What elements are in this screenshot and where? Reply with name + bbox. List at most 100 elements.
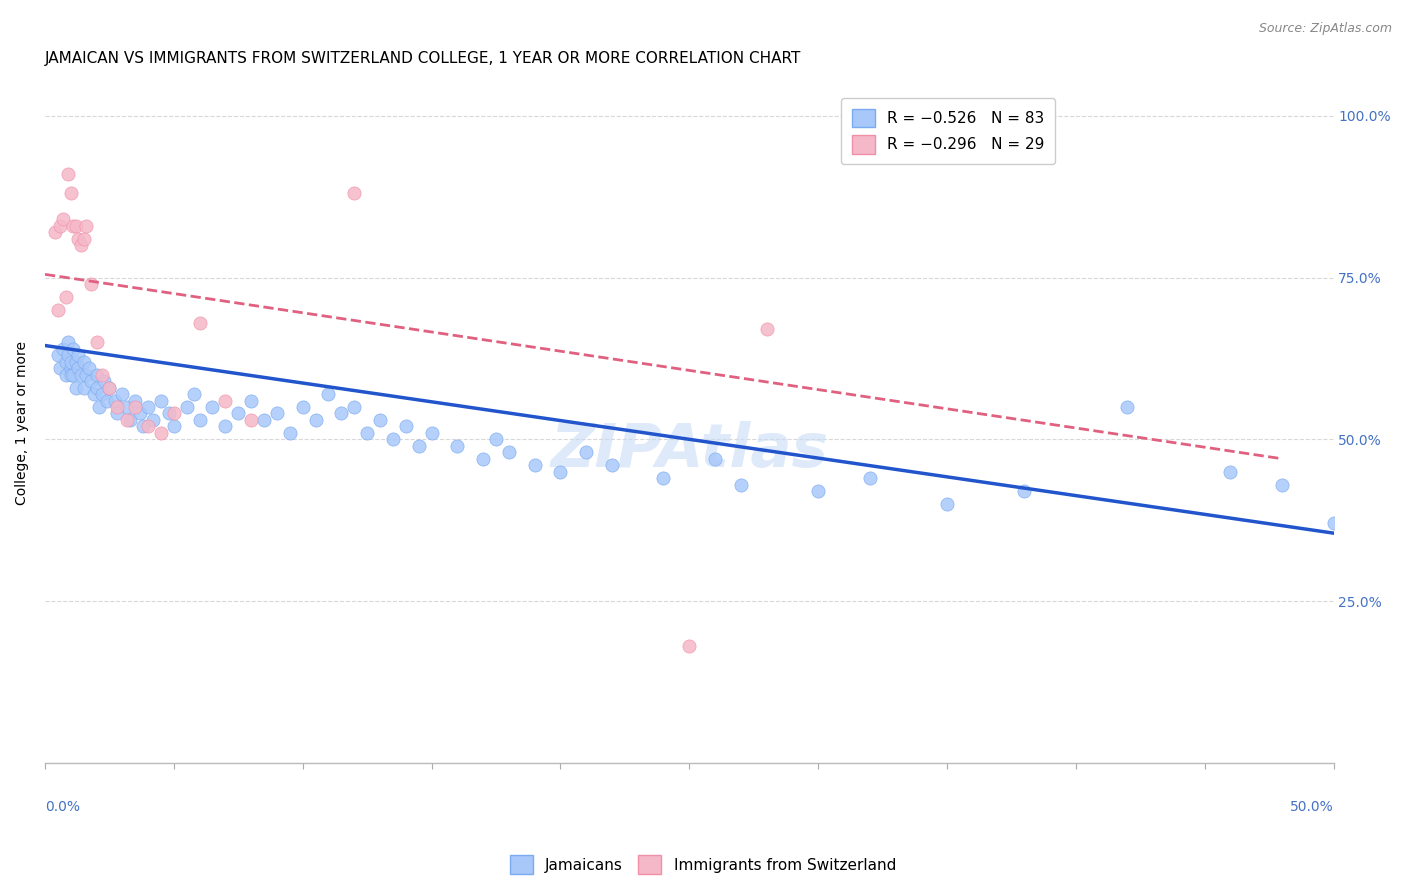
Point [1219, 465, 1241, 479]
Point [52, 342, 75, 356]
Point [65, 380, 87, 394]
Point [124, 393, 146, 408]
Point [59, 368, 82, 382]
Point [90, 387, 112, 401]
Point [136, 419, 159, 434]
Point [75, 368, 97, 382]
Point [395, 419, 418, 434]
Point [136, 400, 159, 414]
Point [98, 380, 121, 394]
Point [67, 361, 90, 376]
Point [59, 361, 82, 376]
Point [755, 322, 778, 336]
Point [129, 407, 152, 421]
Point [381, 433, 404, 447]
Point [86, 368, 108, 382]
Point [356, 425, 378, 440]
Point [201, 400, 224, 414]
Point [523, 458, 546, 473]
Point [859, 471, 882, 485]
Point [70, 238, 93, 252]
Point [117, 400, 139, 414]
Point [291, 400, 314, 414]
Point [330, 407, 353, 421]
Point [278, 425, 301, 440]
Point [44, 225, 66, 239]
Legend: Jamaicans, Immigrants from Switzerland: Jamaicans, Immigrants from Switzerland [503, 849, 903, 880]
Text: Source: ZipAtlas.com: Source: ZipAtlas.com [1258, 22, 1392, 36]
Point [46, 302, 69, 317]
Point [240, 393, 263, 408]
Point [59, 186, 82, 201]
Point [652, 471, 675, 485]
Point [67, 348, 90, 362]
Point [93, 374, 115, 388]
Point [266, 407, 288, 421]
Point [408, 439, 430, 453]
Point [118, 413, 141, 427]
Point [149, 425, 172, 440]
Point [65, 354, 87, 368]
Point [55, 354, 77, 368]
Point [214, 419, 236, 434]
Text: 50.0%: 50.0% [1289, 800, 1333, 814]
Point [75, 219, 97, 233]
Point [730, 477, 752, 491]
Point [420, 425, 443, 440]
Point [96, 393, 118, 408]
Point [49, 219, 72, 233]
Point [188, 413, 211, 427]
Point [46, 348, 69, 362]
Point [550, 465, 572, 479]
Point [80, 374, 103, 388]
Point [49, 361, 72, 376]
Point [485, 433, 508, 447]
Point [1116, 400, 1139, 414]
Point [105, 400, 128, 414]
Point [111, 387, 134, 401]
Point [59, 354, 82, 368]
Point [55, 290, 77, 304]
Point [87, 400, 110, 414]
Point [55, 368, 77, 382]
Point [226, 407, 249, 421]
Point [86, 380, 108, 394]
Text: ZIPAtlas: ZIPAtlas [550, 421, 828, 480]
Point [936, 497, 959, 511]
Point [80, 277, 103, 291]
Point [343, 186, 366, 201]
Point [86, 335, 108, 350]
Point [318, 387, 340, 401]
Point [1322, 516, 1344, 531]
Point [240, 413, 263, 427]
Point [83, 387, 105, 401]
Point [600, 458, 623, 473]
Point [446, 439, 468, 453]
Point [70, 368, 93, 382]
Point [132, 419, 155, 434]
Point [62, 219, 84, 233]
Point [72, 380, 94, 394]
Point [157, 407, 180, 421]
Point [62, 342, 84, 356]
Point [72, 232, 94, 246]
Point [343, 400, 366, 414]
Point [214, 393, 236, 408]
Point [1271, 477, 1294, 491]
Point [56, 167, 79, 181]
Point [163, 407, 186, 421]
Point [253, 413, 276, 427]
Point [163, 419, 186, 434]
Point [117, 413, 139, 427]
Point [72, 354, 94, 368]
Point [142, 413, 165, 427]
Point [52, 212, 75, 227]
Text: 0.0%: 0.0% [45, 800, 80, 814]
Point [472, 451, 495, 466]
Point [56, 335, 79, 350]
Point [498, 445, 520, 459]
Text: JAMAICAN VS IMMIGRANTS FROM SWITZERLAND COLLEGE, 1 YEAR OR MORE CORRELATION CHAR: JAMAICAN VS IMMIGRANTS FROM SWITZERLAND … [45, 51, 801, 66]
Point [183, 387, 205, 401]
Point [368, 413, 391, 427]
Legend: R = −0.526   N = 83, R = −0.296   N = 29: R = −0.526 N = 83, R = −0.296 N = 29 [841, 98, 1056, 164]
